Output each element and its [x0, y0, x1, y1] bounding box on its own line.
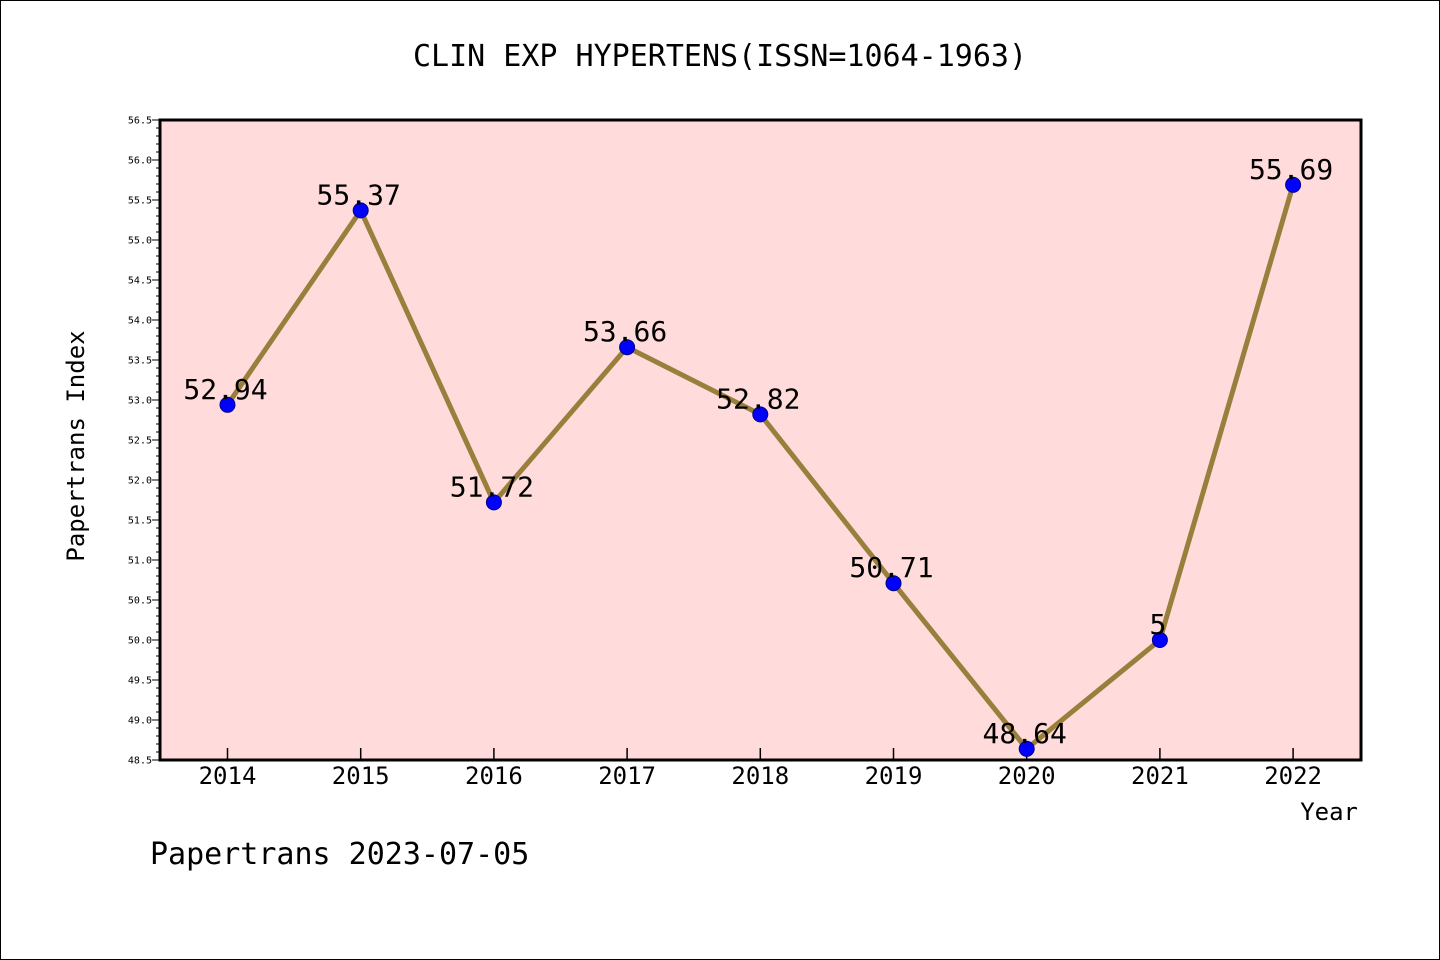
plot-border: [158, 118, 1363, 762]
x-tick-label: 2020: [998, 762, 1056, 790]
y-tick-label: 48.5: [128, 756, 152, 767]
y-tick-label: 55.5: [128, 196, 152, 207]
x-tick-label: 2021: [1131, 762, 1189, 790]
data-label: 52.94: [183, 373, 267, 406]
y-tick-label: 56.0: [128, 156, 152, 167]
chart-title: CLIN EXP HYPERTENS(ISSN=1064-1963): [413, 39, 1027, 74]
y-tick-label: 52.5: [128, 436, 152, 447]
data-point: [1285, 176, 1302, 193]
x-tick-label: 2015: [332, 762, 390, 790]
y-tick-label: 54.5: [128, 276, 152, 287]
data-point: [1018, 740, 1035, 757]
data-point: [219, 396, 236, 413]
x-tick-label: 2017: [598, 762, 656, 790]
data-labels: 52.94 55.37 51.72 53.66 52.82 50.71 48.64 5 55.6…: [183, 153, 1333, 750]
y-tick-label: 50.0: [128, 636, 152, 647]
data-label: 51.72: [450, 470, 534, 503]
data-point: [352, 202, 369, 219]
y-axis-title: Papertrans Index: [62, 330, 90, 561]
data-point: [619, 339, 636, 356]
y-tick-label: 51.5: [128, 516, 152, 527]
y-tick-label: 55.0: [128, 236, 152, 247]
y-tick-label: 51.0: [128, 556, 152, 567]
y-tick-label: 52.0: [128, 476, 152, 487]
series-markers: [219, 176, 1302, 757]
data-label: 5: [1149, 608, 1166, 641]
plot-area: [160, 120, 1361, 760]
data-label: 48.64: [983, 717, 1067, 750]
y-tick-label: 53.0: [128, 396, 152, 407]
x-tick-label: 2018: [731, 762, 789, 790]
y-tick-label: 50.5: [128, 596, 152, 607]
x-axis: 2014 2015 2016 2017 2018 2019 2020 2021 2022: [199, 748, 1322, 790]
data-label: 55.69: [1249, 153, 1333, 186]
data-label: 52.82: [716, 382, 800, 415]
data-point: [752, 406, 769, 423]
y-tick-label: 56.5: [128, 116, 152, 127]
y-axis: 48.5 49.0 49.5 50.0 50.5 51.0 51.5 52.0 52.5 53.0…: [128, 116, 160, 767]
footer-text: Papertrans 2023-07-05: [150, 837, 529, 872]
data-label: 50.71: [849, 551, 933, 584]
x-tick-label: 2019: [865, 762, 923, 790]
data-point: [885, 575, 902, 592]
x-axis-title: Year: [1300, 798, 1358, 826]
y-tick-label: 49.5: [128, 676, 152, 687]
data-label: 53.66: [583, 315, 667, 348]
x-tick-label: 2014: [199, 762, 257, 790]
data-label: 55.37: [317, 178, 401, 211]
y-tick-label: 54.0: [128, 316, 152, 327]
x-tick-label: 2022: [1264, 762, 1322, 790]
x-tick-label: 2016: [465, 762, 523, 790]
y-tick-label: 49.0: [128, 716, 152, 727]
data-point: [1151, 632, 1168, 648]
data-point: [485, 494, 502, 511]
y-tick-label: 53.5: [128, 356, 152, 367]
